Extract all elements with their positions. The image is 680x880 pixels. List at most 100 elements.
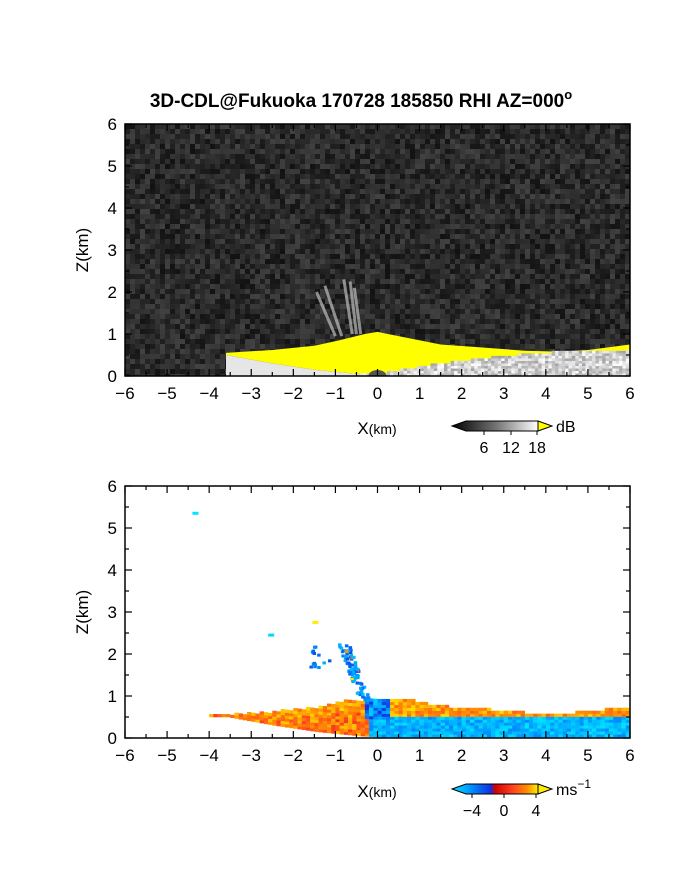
snr-noise-cell (345, 264, 350, 269)
snr-noise-cell (225, 134, 230, 139)
snr-noise-cell (580, 219, 585, 224)
snr-noise-cell (265, 139, 270, 144)
snr-noise-cell (565, 194, 570, 199)
snr-noise-cell (205, 124, 210, 129)
snr-noise-cell (530, 289, 535, 294)
snr-noise-cell (205, 224, 210, 229)
snr-noise-cell (570, 124, 575, 129)
snr-noise-cell (125, 129, 130, 134)
snr-noise-cell (590, 149, 595, 154)
snr-noise-cell (415, 129, 420, 134)
snr-noise-cell (440, 259, 445, 264)
snr-noise-cell (420, 129, 425, 134)
snr-noise-cell (325, 319, 330, 324)
snr-noise-cell (440, 239, 445, 244)
snr-noise-cell (225, 349, 230, 354)
snr-noise-cell (310, 214, 315, 219)
snr-noise-cell (490, 244, 495, 249)
snr-noise-cell (170, 204, 175, 209)
snr-noise-cell (125, 324, 130, 329)
snr-noise-cell (410, 284, 415, 289)
snr-noise-cell (185, 364, 190, 369)
snr-noise-cell (355, 219, 360, 224)
snr-noise-cell (445, 169, 450, 174)
snr-noise-cell (220, 304, 225, 309)
snr-noise-cell (160, 214, 165, 219)
snr-noise-cell (250, 184, 255, 189)
snr-noise-cell (285, 159, 290, 164)
snr-noise-cell (360, 319, 365, 324)
snr-noise-cell (380, 264, 385, 269)
snr-noise-cell (460, 249, 465, 254)
snr-noise-cell (485, 244, 490, 249)
snr-noise-cell (230, 324, 235, 329)
snr-noise-cell (215, 249, 220, 254)
snr-noise-cell (530, 199, 535, 204)
snr-noise-cell (605, 219, 610, 224)
snr-noise-cell (130, 244, 135, 249)
snr-noise-cell (190, 219, 195, 224)
snr-noise-cell (470, 209, 475, 214)
snr-noise-cell (400, 259, 405, 264)
snr-noise-cell (590, 184, 595, 189)
snr-noise-cell (400, 334, 405, 339)
snr-noise-cell (350, 199, 355, 204)
snr-noise-cell (165, 239, 170, 244)
snr-noise-cell (590, 204, 595, 209)
snr-noise-cell (355, 194, 360, 199)
snr-noise-cell (265, 264, 270, 269)
snr-noise-cell (260, 339, 265, 344)
snr-noise-cell (440, 159, 445, 164)
snr-noise-cell (260, 294, 265, 299)
snr-noise-cell (150, 259, 155, 264)
snr-noise-cell (335, 179, 340, 184)
snr-noise-cell (625, 174, 630, 179)
snr-noise-cell (520, 239, 525, 244)
snr-plot-area (125, 124, 630, 376)
snr-noise-cell (225, 334, 230, 339)
snr-noise-cell (185, 269, 190, 274)
snr-noise-cell (570, 269, 575, 274)
snr-noise-cell (220, 289, 225, 294)
snr-noise-cell (445, 339, 450, 344)
snr-noise-cell (400, 134, 405, 139)
snr-noise-cell (580, 174, 585, 179)
snr-noise-cell (145, 229, 150, 234)
snr-noise-cell (195, 159, 200, 164)
snr-noise-cell (325, 224, 330, 229)
snr-noise-cell (255, 234, 260, 239)
snr-noise-cell (240, 139, 245, 144)
snr-noise-cell (150, 204, 155, 209)
snr-noise-cell (610, 184, 615, 189)
snr-noise-cell (530, 134, 535, 139)
snr-noise-cell (180, 369, 185, 374)
snr-noise-cell (560, 189, 565, 194)
snr-noise-cell (215, 264, 220, 269)
snr-noise-cell (565, 159, 570, 164)
snr-noise-cell (480, 259, 485, 264)
snr-noise-cell (355, 139, 360, 144)
snr-noise-cell (320, 124, 325, 129)
snr-noise-cell (505, 189, 510, 194)
snr-noise-cell (280, 339, 285, 344)
snr-noise-cell (325, 164, 330, 169)
snr-noise-cell (235, 234, 240, 239)
snr-noise-cell (405, 319, 410, 324)
snr-noise-cell (430, 204, 435, 209)
snr-noise-cell (315, 164, 320, 169)
snr-noise-cell (210, 229, 215, 234)
snr-noise-cell (295, 124, 300, 129)
snr-noise-cell (485, 164, 490, 169)
snr-noise-cell (175, 199, 180, 204)
snr-noise-cell (410, 179, 415, 184)
snr-noise-cell (140, 134, 145, 139)
snr-noise-cell (280, 189, 285, 194)
snr-noise-cell (275, 314, 280, 319)
snr-noise-cell (205, 309, 210, 314)
snr-noise-cell (260, 184, 265, 189)
snr-noise-cell (145, 324, 150, 329)
snr-noise-cell (400, 169, 405, 174)
snr-noise-cell (385, 299, 390, 304)
snr-noise-cell (530, 144, 535, 149)
snr-noise-cell (380, 254, 385, 259)
